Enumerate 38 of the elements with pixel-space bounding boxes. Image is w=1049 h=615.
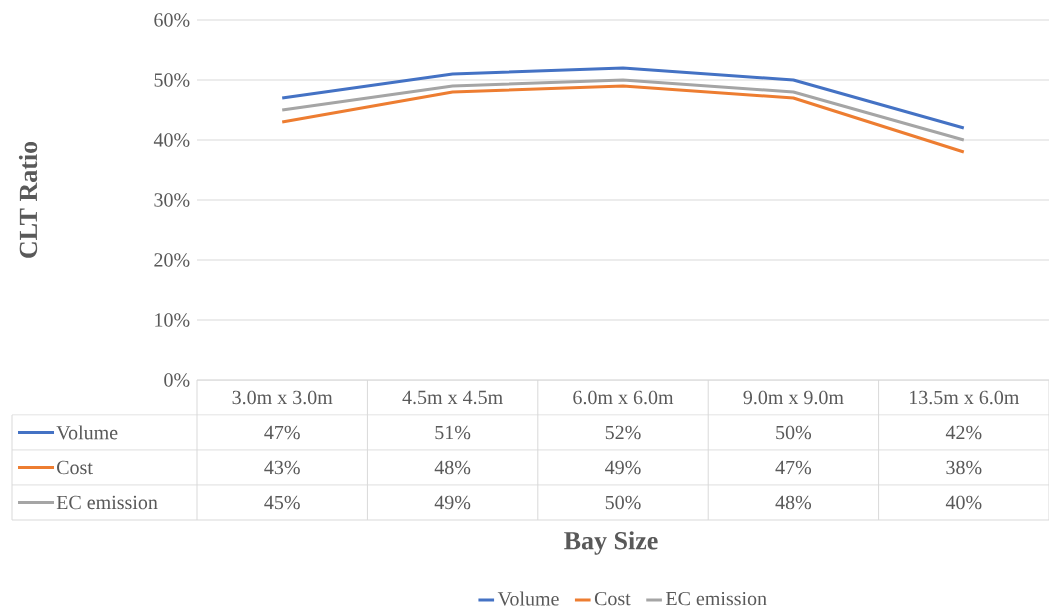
data-label: 50% bbox=[776, 425, 812, 440]
legend-label: Volume bbox=[56, 425, 118, 440]
line-series bbox=[280, 78, 966, 142]
x-tick-label: 13.5m x 6.0m bbox=[910, 390, 1020, 405]
data-label: 48% bbox=[775, 495, 812, 510]
x-axis-title: Bay Size bbox=[564, 531, 658, 555]
line-series bbox=[280, 66, 966, 130]
data-label: 42% bbox=[945, 425, 982, 440]
data-label: 51% bbox=[435, 425, 471, 440]
data-label: 52% bbox=[605, 425, 641, 440]
x-tick-label: 3.0m x 3.0m bbox=[232, 390, 333, 405]
y-axis-title: CLT Ratio bbox=[18, 141, 38, 258]
data-label: 50% bbox=[605, 495, 641, 510]
x-tick-label: 9.0m x 9.0m bbox=[743, 390, 844, 405]
y-tick-label: 20% bbox=[154, 253, 190, 267]
y-tick-label: 40% bbox=[153, 133, 190, 147]
legend-label: EC emission bbox=[56, 495, 158, 510]
data-label: 47% bbox=[264, 425, 300, 440]
data-label: 43% bbox=[264, 460, 300, 475]
data-label: 49% bbox=[605, 460, 641, 475]
data-label: 45% bbox=[264, 495, 300, 510]
data-label: 47% bbox=[775, 460, 812, 475]
y-tick-label: 0% bbox=[164, 373, 190, 387]
data-label: 38% bbox=[946, 460, 982, 475]
text: EC emission bbox=[665, 591, 767, 606]
x-tick-label: 4.5m x 4.5m bbox=[402, 390, 503, 405]
legend-label: Cost bbox=[57, 460, 93, 475]
data-label: 40% bbox=[945, 495, 982, 510]
line-series bbox=[280, 84, 966, 154]
y-tick-label: 30% bbox=[154, 193, 190, 207]
x-tick-label: 6.0m x 6.0m bbox=[573, 390, 674, 405]
text: Volume bbox=[497, 591, 559, 606]
y-tick-label: 50% bbox=[154, 73, 190, 87]
data-label: 48% bbox=[434, 460, 471, 475]
text: Cost bbox=[594, 591, 631, 606]
y-tick-label: 60% bbox=[154, 13, 190, 27]
y-tick-label: 10% bbox=[155, 313, 190, 327]
data-label: 49% bbox=[434, 495, 471, 510]
